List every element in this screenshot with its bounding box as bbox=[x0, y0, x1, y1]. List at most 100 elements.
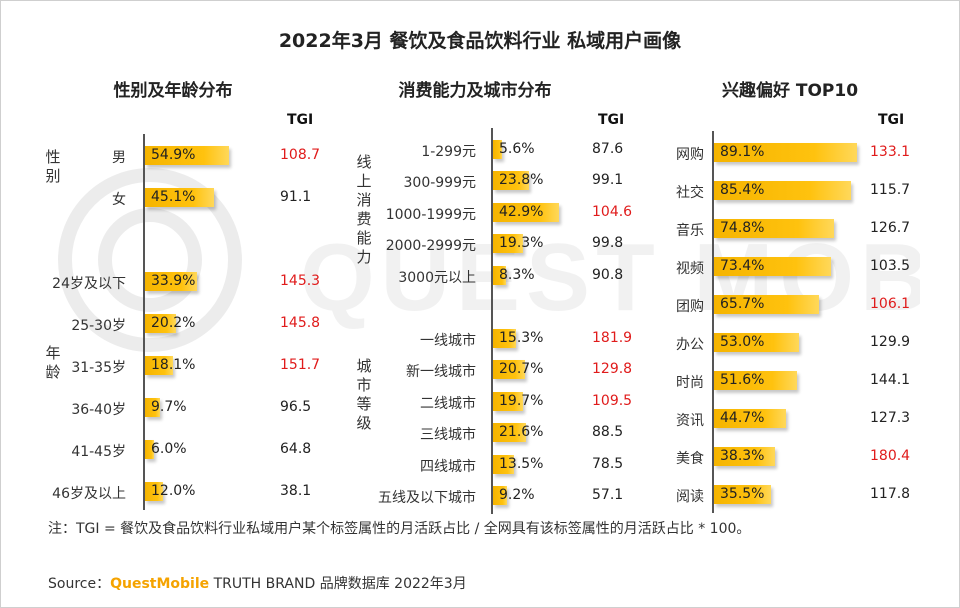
bar bbox=[493, 329, 517, 348]
category-label: 1-299元 bbox=[421, 144, 476, 160]
tgi-value: 96.5 bbox=[280, 399, 312, 415]
value-label: 13.5% bbox=[499, 456, 544, 472]
bar bbox=[493, 392, 524, 411]
group-label: 性别 bbox=[45, 148, 61, 185]
value-label: 85.4% bbox=[720, 182, 765, 198]
bar bbox=[493, 234, 523, 253]
tgi-value: 133.1 bbox=[870, 144, 911, 160]
tgi-value: 129.9 bbox=[870, 334, 911, 350]
tgi-value: 108.7 bbox=[280, 147, 321, 163]
category-label: 31-35岁 bbox=[71, 360, 126, 376]
tgi-value: 117.8 bbox=[870, 486, 911, 502]
category-label: 一线城市 bbox=[420, 333, 476, 349]
bar bbox=[145, 314, 176, 333]
group-label: 年龄 bbox=[45, 344, 61, 381]
tgi-value: 99.8 bbox=[592, 235, 624, 251]
value-label: 73.4% bbox=[720, 258, 765, 274]
bar bbox=[145, 146, 229, 165]
tgi-header: TGI bbox=[878, 112, 905, 128]
bar bbox=[714, 181, 851, 200]
bar bbox=[714, 219, 834, 238]
tgi-value: 99.1 bbox=[592, 172, 624, 188]
value-label: 5.6% bbox=[499, 141, 535, 157]
category-label: 网购 bbox=[676, 147, 704, 163]
value-label: 35.5% bbox=[720, 486, 765, 502]
value-label: 19.7% bbox=[499, 393, 544, 409]
value-label: 20.7% bbox=[499, 361, 544, 377]
tgi-value: 104.6 bbox=[592, 204, 633, 220]
y-axis-line bbox=[491, 128, 493, 514]
category-label: 二线城市 bbox=[420, 396, 476, 412]
value-label: 8.3% bbox=[499, 267, 535, 283]
source-suffix: TRUTH BRAND 品牌数据库 2022年3月 bbox=[209, 576, 467, 592]
bar bbox=[145, 440, 155, 459]
footnote: 注：TGI = 餐饮及食品饮料行业私域用户某个标签属性的月活跃占比 / 全网具有… bbox=[48, 521, 751, 537]
tgi-value: 180.4 bbox=[870, 448, 911, 464]
group-label: 城市等级 bbox=[356, 357, 372, 432]
category-label: 2000-2999元 bbox=[385, 238, 476, 254]
bar bbox=[145, 272, 197, 291]
source-brand: QuestMobile bbox=[110, 576, 210, 592]
tgi-value: 145.3 bbox=[280, 273, 321, 289]
tgi-value: 109.5 bbox=[592, 393, 633, 409]
category-label: 四线城市 bbox=[420, 459, 476, 475]
tgi-value: 181.9 bbox=[592, 330, 633, 346]
category-label: 三线城市 bbox=[420, 427, 476, 443]
bar bbox=[493, 486, 508, 505]
tgi-value: 151.7 bbox=[280, 357, 321, 373]
tgi-value: 38.1 bbox=[280, 483, 312, 499]
category-label: 1000-1999元 bbox=[385, 207, 476, 223]
panel-title: 兴趣偏好 TOP10 bbox=[721, 81, 859, 101]
category-label: 男 bbox=[112, 150, 126, 166]
bar bbox=[714, 333, 799, 352]
panel-title: 消费能力及城市分布 bbox=[398, 81, 552, 101]
value-label: 18.1% bbox=[151, 357, 196, 373]
tgi-value: 145.8 bbox=[280, 315, 321, 331]
bar bbox=[493, 455, 514, 474]
value-label: 45.1% bbox=[151, 189, 196, 205]
tgi-value: 90.8 bbox=[592, 267, 624, 283]
value-label: 89.1% bbox=[720, 144, 765, 160]
category-label: 音乐 bbox=[676, 223, 704, 239]
bar bbox=[493, 171, 530, 190]
category-label: 五线及以下城市 bbox=[378, 490, 476, 506]
category-label: 阅读 bbox=[676, 489, 704, 505]
value-label: 20.2% bbox=[151, 315, 196, 331]
category-label: 24岁及以下 bbox=[52, 276, 126, 292]
y-axis-line bbox=[712, 131, 714, 513]
bar bbox=[714, 257, 832, 276]
tgi-header: TGI bbox=[598, 112, 625, 128]
value-label: 6.0% bbox=[151, 441, 187, 457]
tgi-value: 91.1 bbox=[280, 189, 312, 205]
value-label: 54.9% bbox=[151, 147, 196, 163]
tgi-value: 57.1 bbox=[592, 487, 624, 503]
tgi-value: 87.6 bbox=[592, 141, 624, 157]
category-label: 美食 bbox=[676, 451, 704, 467]
tgi-value: 64.8 bbox=[280, 441, 312, 457]
tgi-value: 126.7 bbox=[870, 220, 911, 236]
category-label: 女 bbox=[112, 192, 126, 208]
bar bbox=[145, 398, 160, 417]
category-label: 新一线城市 bbox=[406, 364, 476, 380]
panel-title: 性别及年龄分布 bbox=[113, 81, 233, 101]
tgi-value: 127.3 bbox=[870, 410, 911, 426]
tgi-value: 103.5 bbox=[870, 258, 911, 274]
value-label: 19.3% bbox=[499, 235, 544, 251]
tgi-value: 115.7 bbox=[870, 182, 911, 198]
source-prefix: Source： bbox=[48, 576, 111, 592]
value-label: 12.0% bbox=[151, 483, 196, 499]
tgi-value: 78.5 bbox=[592, 456, 624, 472]
tgi-value: 129.8 bbox=[592, 361, 633, 377]
value-label: 51.6% bbox=[720, 372, 765, 388]
value-label: 9.7% bbox=[151, 399, 187, 415]
category-label: 视频 bbox=[676, 261, 704, 277]
bar bbox=[493, 203, 559, 222]
tgi-value: 106.1 bbox=[870, 296, 911, 312]
bar bbox=[714, 409, 786, 428]
bar bbox=[493, 140, 502, 159]
category-label: 3000元以上 bbox=[398, 270, 476, 286]
category-label: 时尚 bbox=[676, 375, 704, 391]
bar bbox=[145, 356, 173, 375]
category-label: 36-40岁 bbox=[71, 402, 126, 418]
chart-title: 2022年3月 餐饮及食品饮料行业 私域用户画像 bbox=[278, 30, 682, 52]
